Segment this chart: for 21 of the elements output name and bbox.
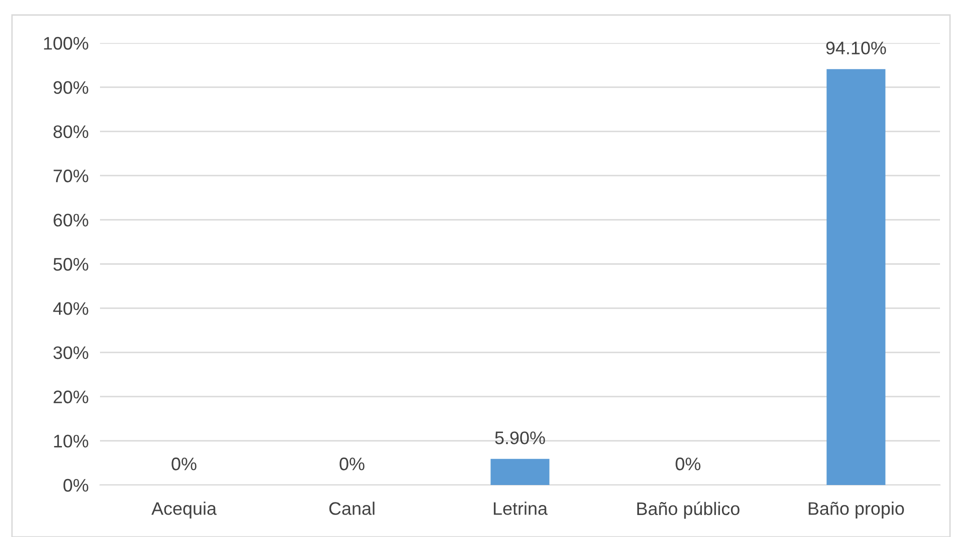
x-tick-label: Letrina <box>494 502 548 515</box>
y-tick-label: 30% <box>53 346 88 360</box>
data-label: 5.90% <box>495 431 545 444</box>
y-tick-label: 0% <box>64 478 88 492</box>
y-tick-label: 50% <box>53 258 88 271</box>
data-label: 94.10% <box>826 42 886 54</box>
x-tick-label: Acequia <box>151 502 217 518</box>
y-tick-label: 10% <box>54 434 88 448</box>
y-tick-label: 40% <box>53 302 88 315</box>
x-tick-label: Canal <box>329 502 374 515</box>
y-tick-label: 20% <box>54 390 88 404</box>
data-label: 0% <box>340 458 364 470</box>
y-tick-label: 80% <box>54 125 88 138</box>
y-tick-label: 70% <box>54 170 88 182</box>
y-tick-label: 100% <box>44 36 88 50</box>
y-tick-label: 90% <box>54 81 88 94</box>
data-label: 0% <box>676 458 700 470</box>
x-tick-label: Baño público <box>637 502 740 519</box>
y-tick-label: 60% <box>54 214 88 227</box>
data-label: 0% <box>172 458 196 470</box>
x-tick-label: Baño propio <box>808 502 904 518</box>
